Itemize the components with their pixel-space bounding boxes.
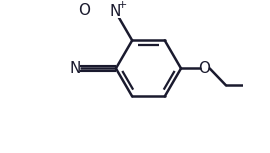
Text: +: + [118, 0, 127, 10]
Text: O: O [78, 3, 90, 18]
Text: N: N [70, 61, 81, 76]
Text: N: N [109, 4, 121, 19]
Text: O: O [198, 61, 210, 76]
